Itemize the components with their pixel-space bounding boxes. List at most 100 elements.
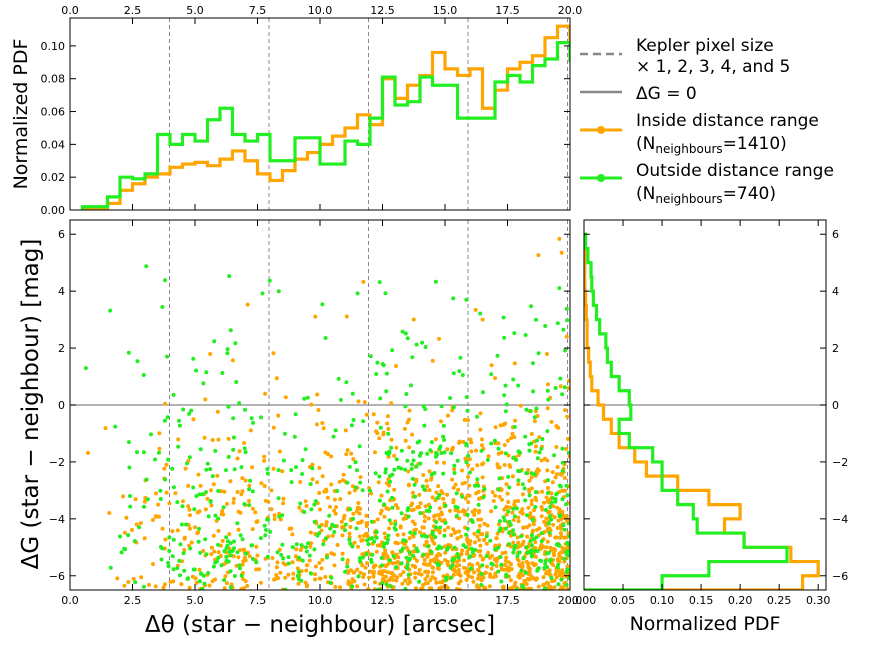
scatter-point-outside <box>206 571 211 575</box>
scatter-point-inside <box>163 401 168 406</box>
scatter-point-outside <box>353 485 358 490</box>
scatter-point-inside <box>270 556 275 560</box>
scatter-point-inside <box>361 575 366 579</box>
scatter-point-outside <box>303 447 308 452</box>
scatter-point-outside <box>403 586 408 590</box>
scatter-point-inside <box>142 499 147 504</box>
scatter-point-outside <box>308 482 313 486</box>
scatter-point-outside <box>0 407 2 411</box>
scatter-point-outside <box>185 577 190 581</box>
scatter-point-inside <box>407 445 412 450</box>
scatter-point-outside <box>553 386 558 390</box>
scatter-point-inside <box>245 583 250 588</box>
top-ytick-label: 0.02 <box>41 171 66 184</box>
scatter-point-inside <box>546 486 550 490</box>
scatter-point-outside <box>562 385 567 390</box>
scatter-point-inside <box>507 586 512 590</box>
top-histogram-outside <box>80 41 570 210</box>
scatter-point-outside <box>165 415 170 420</box>
scatter-point-inside <box>355 505 360 510</box>
scatter-point-outside <box>250 543 255 548</box>
scatter-point-inside <box>550 470 555 475</box>
scatter-point-outside <box>528 409 533 414</box>
scatter-point-inside <box>529 432 534 436</box>
scatter-point-inside <box>532 419 537 424</box>
scatter-point-inside <box>355 567 360 572</box>
scatter-point-inside <box>413 575 418 580</box>
scatter-point-outside <box>542 565 547 570</box>
top-ytick-label: 0.00 <box>41 204 66 217</box>
scatter-point-inside <box>283 562 288 567</box>
scatter-point-outside <box>357 556 362 561</box>
scatter-point-inside <box>297 505 302 510</box>
scatter-point-inside <box>493 543 498 548</box>
scatter-point-inside <box>0 572 2 576</box>
scatter-point-inside <box>452 530 457 535</box>
scatter-point-outside <box>436 562 440 567</box>
scatter-point-inside <box>516 540 521 545</box>
scatter-point-outside <box>534 438 539 443</box>
scatter-point-inside <box>410 501 415 506</box>
scatter-point-inside <box>395 532 400 537</box>
scatter-point-outside <box>373 471 378 476</box>
scatter-point-outside <box>458 355 463 360</box>
scatter-point-inside <box>380 572 385 577</box>
scatter-point-inside <box>0 504 2 508</box>
scatter-point-inside <box>436 513 441 518</box>
scatter-point-inside <box>422 558 427 562</box>
scatter-point-outside <box>562 556 567 561</box>
scatter-point-inside <box>525 534 530 539</box>
scatter-point-outside <box>167 535 172 540</box>
scatter-point-outside <box>377 280 382 285</box>
scatter-point-outside <box>530 361 535 366</box>
top-xtick-label-top: 20.0 <box>558 4 583 17</box>
scatter-point-inside <box>515 535 520 540</box>
scatter-point-inside <box>351 457 356 462</box>
scatter-point-inside <box>0 586 2 590</box>
scatter-point-outside <box>306 541 310 546</box>
scatter-point-outside <box>469 546 474 551</box>
scatter-point-outside <box>387 518 392 523</box>
scatter-point-inside <box>451 572 456 577</box>
scatter-point-inside <box>405 420 410 425</box>
scatter-point-inside <box>495 531 500 536</box>
scatter-point-outside <box>177 558 182 563</box>
scatter-point-inside <box>130 528 134 532</box>
scatter-point-inside <box>196 530 201 535</box>
scatter-point-outside <box>383 470 388 475</box>
top-xtick-label-top: 0.0 <box>61 4 79 17</box>
scatter-point-outside <box>0 554 2 558</box>
scatter-point-outside <box>310 466 315 471</box>
scatter-point-inside <box>512 502 517 507</box>
scatter-point-inside <box>481 575 486 580</box>
scatter-point-outside <box>297 555 302 560</box>
scatter-point-outside <box>433 525 438 530</box>
scatter-point-inside <box>475 561 480 566</box>
scatter-point-outside <box>498 519 502 524</box>
scatter-point-inside <box>559 472 563 477</box>
scatter-point-inside <box>555 472 559 477</box>
scatter-point-inside <box>378 511 383 516</box>
legend-entry-outside: Outside distance range (Nneighbours=740) <box>580 161 834 206</box>
scatter-point-inside <box>320 474 325 479</box>
scatter-point-outside <box>196 539 201 544</box>
scatter-point-outside <box>302 510 307 514</box>
scatter-point-outside <box>144 477 149 482</box>
scatter-point-inside <box>387 578 392 583</box>
scatter-point-inside <box>392 487 397 492</box>
scatter-point-inside <box>567 454 570 459</box>
scatter-point-inside <box>382 514 387 519</box>
scatter-point-inside <box>393 519 398 524</box>
scatter-point-inside <box>248 428 253 433</box>
scatter-point-inside <box>0 570 2 574</box>
scatter-point-inside <box>254 567 259 572</box>
scatter-point-outside <box>226 454 231 459</box>
scatter-point-inside <box>406 576 411 581</box>
scatter-point-outside <box>404 392 409 396</box>
scatter-point-inside <box>168 579 173 584</box>
scatter-xtick-label: 12.5 <box>370 594 395 607</box>
scatter-point-inside <box>546 586 551 590</box>
scatter-point-inside <box>0 531 2 535</box>
scatter-point-outside <box>473 483 477 488</box>
scatter-point-inside <box>305 583 310 588</box>
